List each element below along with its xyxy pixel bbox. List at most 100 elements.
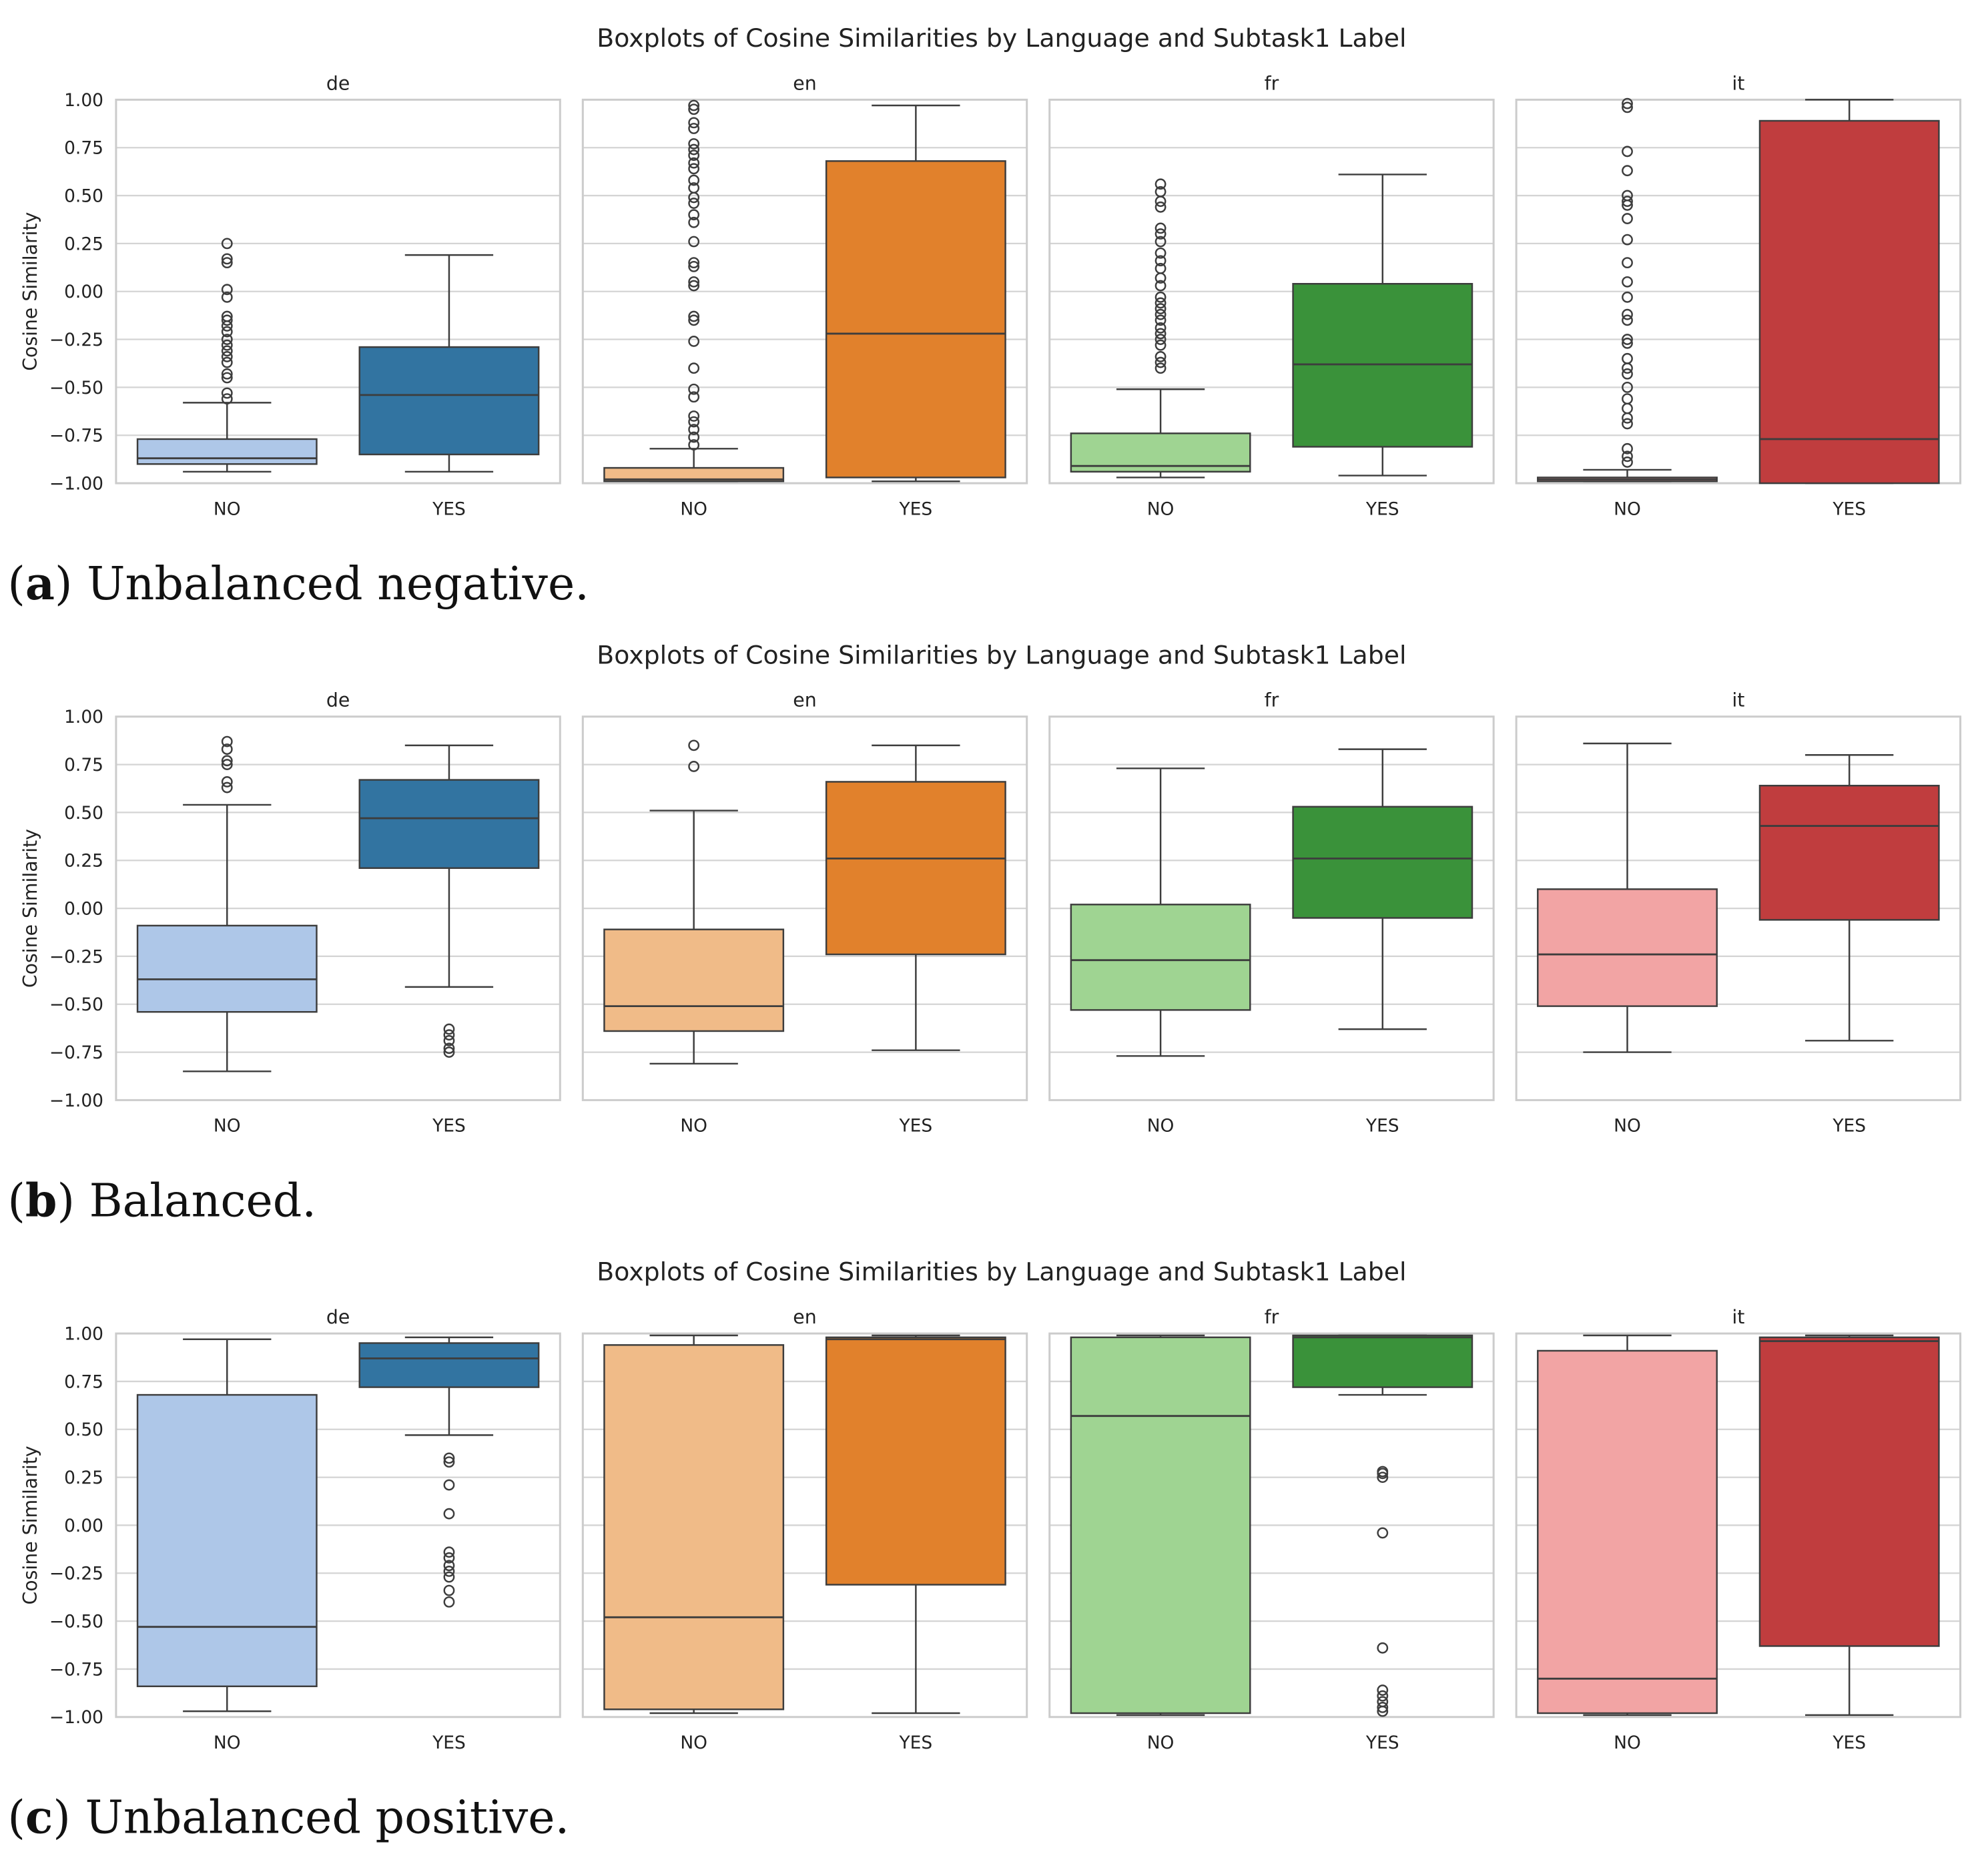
panel-de: de NO YES: [115, 1306, 561, 1753]
outlier-point: [1155, 228, 1167, 240]
outlier-point: [1155, 303, 1167, 314]
x-tick-label: NO: [680, 1116, 707, 1137]
panel-frame: [581, 715, 1028, 1101]
x-tick-label: YES: [432, 1116, 466, 1137]
outlier-point: [443, 1571, 455, 1583]
x-tick-label: NO: [1147, 1733, 1175, 1753]
box-no: [1537, 1349, 1718, 1714]
y-tick-label: 1.00: [64, 707, 103, 727]
chart-title: Boxplots of Cosine Similarities by Langu…: [597, 640, 1406, 669]
y-tick-label: −1.00: [49, 1090, 103, 1111]
y-tick-label: 0.75: [64, 755, 103, 775]
x-tick-label: NO: [680, 499, 707, 519]
outlier-point: [688, 336, 700, 347]
x-tick-label: YES: [1832, 499, 1866, 519]
panel-title: fr: [1265, 1306, 1279, 1328]
x-tick-label: NO: [214, 1116, 241, 1137]
outlier-point: [221, 755, 233, 767]
outlier-point: [1622, 97, 1633, 109]
outlier-point: [688, 103, 700, 115]
outlier-point: [443, 1479, 455, 1491]
outlier-point: [443, 1023, 455, 1035]
box-yes: [1758, 1336, 1940, 1647]
caption-paren: ): [53, 1792, 71, 1845]
outlier-point: [688, 276, 700, 288]
outlier-point: [1622, 145, 1633, 158]
x-tick-label: YES: [432, 1733, 466, 1753]
outlier-point: [1622, 418, 1633, 430]
outlier-point: [1155, 297, 1167, 309]
outlier-point: [1155, 255, 1167, 267]
y-tick-label: −0.75: [49, 1042, 103, 1063]
outlier-point: [1622, 165, 1633, 177]
outlier-point: [221, 393, 233, 405]
outlier-point: [1377, 1527, 1389, 1539]
outlier-point: [443, 1584, 455, 1596]
panel-fr: fr NO YES: [1048, 1306, 1495, 1753]
outlier-point: [1155, 362, 1167, 374]
box-no: [603, 928, 785, 1032]
panel-title: de: [326, 689, 350, 711]
outlier-point: [1155, 334, 1167, 345]
caption-paren: (: [7, 1175, 25, 1227]
outlier-point: [221, 368, 233, 380]
outlier-point: [688, 163, 700, 175]
x-tick-label: YES: [899, 1733, 933, 1753]
outlier-point: [1155, 356, 1167, 368]
outlier-point: [221, 291, 233, 303]
panel-title: en: [793, 1306, 816, 1328]
box-yes: [825, 1336, 1006, 1586]
outlier-point: [688, 761, 700, 772]
outlier-point: [1377, 1705, 1389, 1717]
outlier-point: [688, 216, 700, 228]
y-axis-label: Cosine Similarity: [19, 1446, 41, 1604]
panel-title: it: [1732, 72, 1744, 94]
outlier-point: [688, 123, 700, 134]
outlier-point: [1622, 234, 1633, 246]
y-tick-label: −0.25: [49, 1564, 103, 1584]
outlier-point: [1622, 362, 1633, 374]
panel-frame: [1048, 98, 1495, 485]
panel-it: it NO YES: [1515, 689, 1962, 1137]
caption-letter: a: [25, 557, 55, 611]
outlier-point: [688, 192, 700, 204]
panel-title: de: [326, 1306, 350, 1328]
x-tick-label: NO: [680, 1733, 707, 1753]
outlier-point: [688, 410, 700, 422]
outlier-point: [1622, 337, 1633, 349]
y-axis-label: Cosine Similarity: [19, 212, 41, 371]
outlier-point: [221, 339, 233, 351]
outlier-point: [688, 117, 700, 129]
outlier-point: [688, 143, 700, 155]
y-tick-label: 0.25: [64, 234, 103, 254]
outlier-point: [221, 387, 233, 399]
figure-caption: (a) Unbalanced negative.: [7, 557, 589, 611]
outlier-point: [1622, 291, 1633, 303]
chart-row-c: Boxplots of Cosine Similarities by Langu…: [7, 1257, 1962, 1845]
outlier-point: [1622, 308, 1633, 320]
box-yes: [1758, 784, 1940, 921]
box-no: [603, 466, 785, 483]
box-yes: [1758, 119, 1940, 485]
outlier-point: [443, 1029, 455, 1041]
panel-en: en NO YES: [581, 1306, 1028, 1753]
panel-title: it: [1732, 1306, 1744, 1328]
outlier-point: [688, 99, 700, 111]
outlier-point: [443, 1560, 455, 1572]
outlier-point: [443, 1546, 455, 1558]
outlier-point: [1155, 178, 1167, 190]
y-tick-label: 0.75: [64, 138, 103, 159]
outlier-point: [1377, 1701, 1389, 1713]
box-yes: [1292, 806, 1473, 919]
box-yes: [825, 160, 1006, 479]
panel-frame: [115, 715, 561, 1101]
x-tick-label: YES: [1365, 499, 1399, 519]
outlier-point: [688, 391, 700, 403]
box-yes: [358, 346, 540, 456]
outlier-point: [443, 1508, 455, 1520]
outlier-point: [443, 1046, 455, 1058]
y-tick-label: 0.25: [64, 851, 103, 872]
outlier-point: [1155, 201, 1167, 213]
outlier-point: [688, 739, 700, 751]
caption-paren: (: [7, 1792, 25, 1845]
